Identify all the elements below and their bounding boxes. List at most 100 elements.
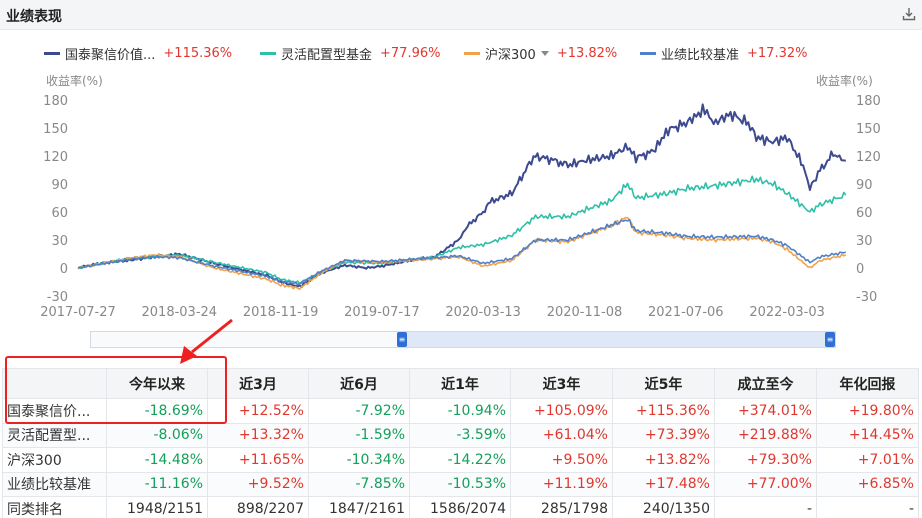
x-tick-label: 2022-03-03 [749,305,825,320]
y-tick-label: 120 [43,150,68,165]
y-tick-label: -30 [47,290,68,305]
legend-return: +115.36% [163,46,233,61]
table-header[interactable]: 近5年 [612,368,715,399]
table-cell: +7.01% [816,447,919,473]
legend-item-index[interactable]: 沪深300 +13.82% [464,44,617,63]
date-range-slider[interactable]: ≡ ≡ [90,331,836,348]
table-cell: -8.06% [106,422,208,448]
table-cell: -7.85% [308,471,410,497]
table-cell: -1.59% [308,422,410,448]
left-axis-unit: 收益率(%) [46,74,103,88]
table-cell: -7.92% [308,398,410,424]
table-cell: +61.04% [510,422,613,448]
legend-return: +13.82% [556,46,618,61]
table-header [2,368,107,399]
table-cell: 1948/2151 [106,496,208,518]
table-cell: +11.19% [510,471,613,497]
table-cell: +77.00% [714,471,817,497]
series-line [77,218,847,286]
chevron-down-icon[interactable] [540,51,549,56]
y-tick-label: -30 [856,290,877,305]
table-header[interactable]: 近3年 [510,368,613,399]
table-cell: 1847/2161 [308,496,410,518]
x-tick-label: 2020-11-08 [547,305,623,320]
table-cell: -10.34% [308,447,410,473]
chart-legend: 国泰聚信价值... +115.36% 灵活配置型基金 +77.96% 沪深300… [0,44,922,66]
legend-item-fund[interactable]: 国泰聚信价值... +115.36% [44,44,232,63]
table-row: 同类排名 1948/2151 898/2207 1847/2161 1586/2074 2… [2,496,919,518]
chart-series [77,103,847,291]
table-header[interactable]: 年化回报 [816,368,919,399]
legend-return: +17.32% [747,46,808,61]
drag-handle-icon[interactable]: ≡ [396,332,407,347]
table-header-row: 今年以来 近3月 近6月 近1年 近3年 近5年 成立至今 年化回报 [2,368,919,399]
y-tick-label: 180 [43,94,68,109]
table-cell: -10.94% [409,398,511,424]
x-axis: 2017-07-27 2018-03-24 2018-11-19 2019-07-17… [40,305,825,320]
x-tick-label: 2021-07-06 [648,305,724,320]
table-cell: -3.59% [409,422,511,448]
row-label[interactable]: 沪深300 [2,447,107,473]
table-cell: +11.65% [207,447,309,473]
y-tick-label: 60 [856,206,873,221]
table-header[interactable]: 近3月 [207,368,309,399]
legend-swatch [44,52,60,55]
table-cell: - [816,496,919,518]
table-cell: +17.48% [612,471,715,497]
section-title: 业绩表现 [6,9,62,25]
table-header[interactable]: 今年以来 [106,368,208,399]
x-tick-label: 2018-11-19 [243,305,319,320]
table-cell: +9.50% [510,447,613,473]
y-tick-label: 150 [43,122,68,137]
table-cell: +13.32% [207,422,309,448]
legend-item-category[interactable]: 灵活配置型基金 +77.96% [260,44,440,63]
table-row: 沪深300 -14.48% +11.65% -10.34% -14.22% +9.50% +… [2,447,919,473]
download-icon[interactable] [902,7,916,21]
table-cell: +79.30% [714,447,817,473]
legend-name: 国泰聚信价值... [65,48,156,63]
y-tick-label: 0 [856,262,864,277]
table-cell: +374.01% [714,398,817,424]
table-cell: +13.82% [612,447,715,473]
legend-item-benchmark[interactable]: 业绩比较基准 +17.32% [640,44,807,63]
y-tick-label: 90 [856,178,873,193]
x-tick-label: 2020-03-13 [445,305,521,320]
legend-swatch [640,52,656,55]
table-header[interactable]: 近6月 [308,368,410,399]
legend-swatch [260,52,276,55]
y-tick-label: 0 [60,262,68,277]
table-row: 国泰聚信价... -18.69% +12.52% -7.92% -10.94% +105.… [2,398,919,424]
row-label[interactable]: 同类排名 [2,496,107,518]
legend-name: 业绩比较基准 [661,48,740,63]
y-tick-label: 120 [856,150,881,165]
legend-name: 灵活配置型基金 [281,48,373,63]
row-label[interactable]: 业绩比较基准 [2,471,107,497]
table-cell: +73.39% [612,422,715,448]
table-cell: -18.69% [106,398,208,424]
table-header[interactable]: 近1年 [409,368,511,399]
table-cell: -10.53% [409,471,511,497]
table-cell: 285/1798 [510,496,613,518]
legend-name: 沪深300 [485,48,536,63]
table-row: 灵活配置型... -8.06% +13.32% -1.59% -3.59% +61.04%… [2,422,919,448]
row-label[interactable]: 国泰聚信价... [2,398,107,424]
x-tick-label: 2019-07-17 [344,305,420,320]
x-tick-label: 2018-03-24 [142,305,218,320]
y-tick-label: 60 [51,206,68,221]
slider-selected-range[interactable] [401,332,835,347]
table-cell: 1586/2074 [409,496,511,518]
right-axis-unit: 收益率(%) [816,74,873,88]
drag-handle-icon[interactable]: ≡ [825,332,835,347]
series-line [77,103,846,289]
x-tick-label: 2017-07-27 [40,305,116,320]
table-header[interactable]: 成立至今 [714,368,817,399]
table-cell: +219.88% [714,422,817,448]
table-row: 业绩比较基准 -11.16% +9.52% -7.85% -10.53% +11.19% +… [2,471,919,497]
table-cell: +105.09% [510,398,613,424]
table-cell: +14.45% [816,422,919,448]
section-header: 业绩表现 [0,0,922,30]
table-cell: +115.36% [612,398,715,424]
row-label[interactable]: 灵活配置型... [2,422,107,448]
table-cell: 240/1350 [612,496,715,518]
